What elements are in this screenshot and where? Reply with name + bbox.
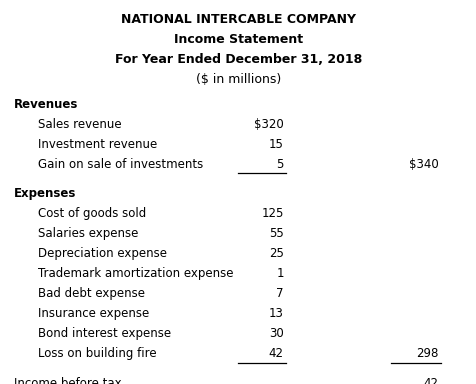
Text: 1: 1 <box>276 267 283 280</box>
Text: Trademark amortization expense: Trademark amortization expense <box>38 267 233 280</box>
Text: Revenues: Revenues <box>14 98 79 111</box>
Text: Bond interest expense: Bond interest expense <box>38 327 171 340</box>
Text: Income before tax: Income before tax <box>14 377 122 384</box>
Text: 15: 15 <box>268 138 283 151</box>
Text: For Year Ended December 31, 2018: For Year Ended December 31, 2018 <box>115 53 361 66</box>
Text: Loss on building fire: Loss on building fire <box>38 347 157 360</box>
Text: Insurance expense: Insurance expense <box>38 307 149 320</box>
Text: $340: $340 <box>408 158 438 171</box>
Text: 125: 125 <box>261 207 283 220</box>
Text: 298: 298 <box>416 347 438 360</box>
Text: 25: 25 <box>268 247 283 260</box>
Text: Sales revenue: Sales revenue <box>38 118 121 131</box>
Text: ($ in millions): ($ in millions) <box>196 73 280 86</box>
Text: Income Statement: Income Statement <box>174 33 302 46</box>
Text: 42: 42 <box>268 347 283 360</box>
Text: Salaries expense: Salaries expense <box>38 227 138 240</box>
Text: Depreciation expense: Depreciation expense <box>38 247 167 260</box>
Text: Gain on sale of investments: Gain on sale of investments <box>38 158 203 171</box>
Text: Cost of goods sold: Cost of goods sold <box>38 207 146 220</box>
Text: Investment revenue: Investment revenue <box>38 138 157 151</box>
Text: 55: 55 <box>268 227 283 240</box>
Text: 13: 13 <box>268 307 283 320</box>
Text: NATIONAL INTERCABLE COMPANY: NATIONAL INTERCABLE COMPANY <box>121 13 355 26</box>
Text: 5: 5 <box>276 158 283 171</box>
Text: $320: $320 <box>254 118 283 131</box>
Text: Bad debt expense: Bad debt expense <box>38 287 145 300</box>
Text: 30: 30 <box>268 327 283 340</box>
Text: Expenses: Expenses <box>14 187 77 200</box>
Text: 7: 7 <box>276 287 283 300</box>
Text: 42: 42 <box>423 377 438 384</box>
